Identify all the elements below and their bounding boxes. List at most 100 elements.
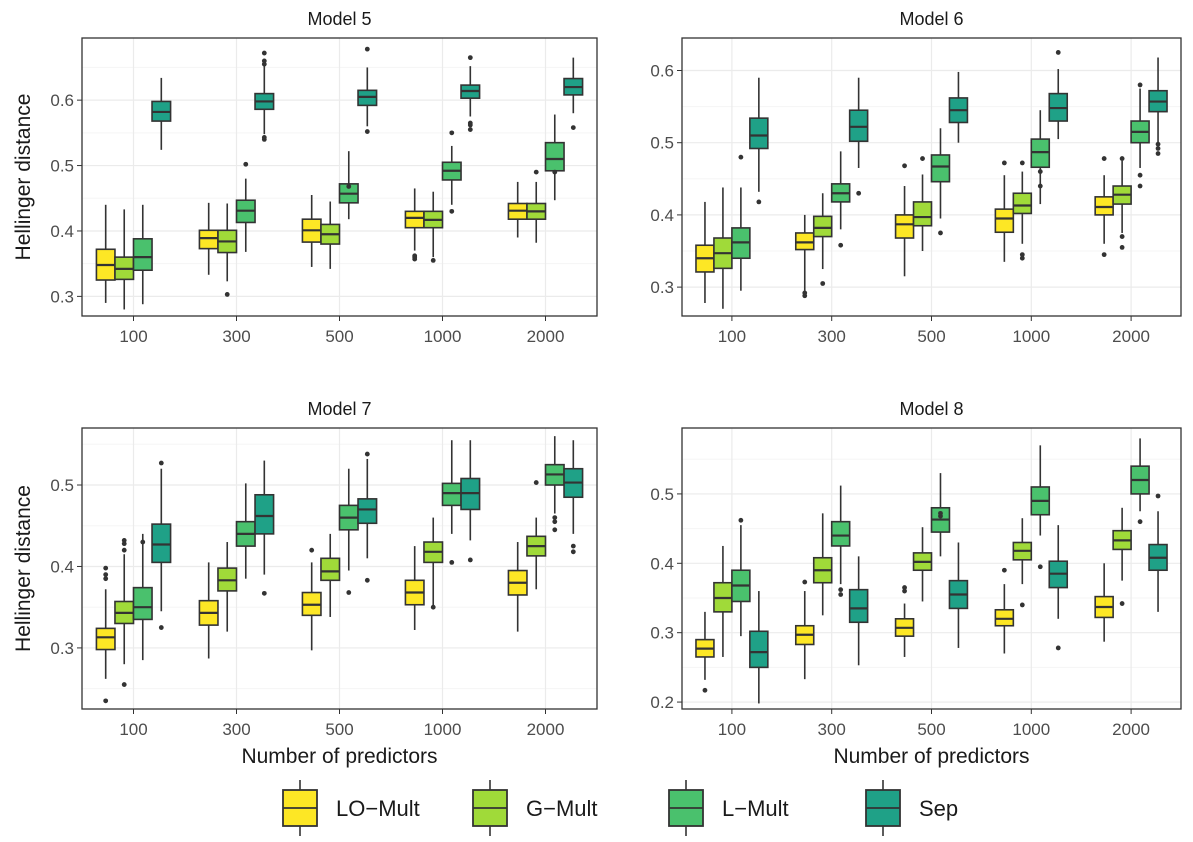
box-lo-mult bbox=[1094, 156, 1114, 258]
box-lo-mult bbox=[301, 547, 322, 651]
box-g-mult bbox=[1012, 518, 1033, 608]
box-g-mult bbox=[713, 187, 733, 309]
box-sep bbox=[948, 542, 969, 648]
box-sep bbox=[563, 57, 584, 131]
box-iqr bbox=[830, 520, 851, 547]
box-lo-mult bbox=[95, 565, 116, 704]
box-lo-mult bbox=[1094, 563, 1114, 642]
x-tick-label: 1000 bbox=[424, 327, 462, 346]
x-tick-label: 1000 bbox=[424, 720, 462, 739]
outlier-point bbox=[1137, 172, 1143, 178]
outlier-point bbox=[902, 588, 907, 594]
outlier-point bbox=[533, 480, 539, 485]
outlier-point bbox=[243, 161, 249, 167]
box-l-mult bbox=[544, 114, 565, 201]
box-lo-mult bbox=[95, 204, 116, 303]
panel-title: Model 7 bbox=[307, 399, 371, 419]
outlier-point bbox=[1019, 602, 1025, 608]
x-axis-label: Number of predictors bbox=[833, 745, 1029, 768]
outlier-point bbox=[1037, 183, 1043, 189]
outlier-point bbox=[467, 557, 473, 563]
outlier-point bbox=[121, 547, 127, 553]
outlier-point bbox=[1001, 567, 1007, 573]
box-iqr bbox=[749, 117, 769, 150]
box-sep bbox=[460, 440, 481, 563]
legend-item-lo-mult: LO−Mult bbox=[282, 780, 420, 836]
outlier-point bbox=[140, 539, 146, 545]
outlier-point bbox=[1137, 519, 1143, 525]
x-tick-label: 1000 bbox=[1012, 720, 1050, 739]
x-tick-label: 500 bbox=[917, 720, 945, 739]
panel-border bbox=[681, 427, 1182, 710]
y-tick-label: 0.6 bbox=[50, 91, 74, 110]
outlier-point bbox=[1019, 255, 1025, 261]
box-sep bbox=[848, 77, 869, 196]
outlier-point bbox=[364, 46, 370, 52]
outlier-point bbox=[552, 519, 558, 525]
outlier-point bbox=[121, 682, 127, 687]
box-iqr bbox=[848, 588, 869, 624]
x-tick-label: 300 bbox=[818, 327, 846, 346]
y-axis-label: Hellinger distance bbox=[12, 485, 35, 652]
y-tick-label: 0.4 bbox=[50, 222, 74, 241]
outlier-point bbox=[856, 190, 862, 196]
x-tick-label: 500 bbox=[325, 327, 353, 346]
outlier-point bbox=[1037, 564, 1043, 570]
box-lo-mult bbox=[404, 188, 425, 262]
x-tick-label: 300 bbox=[222, 720, 250, 739]
box-sep bbox=[460, 55, 481, 132]
x-tick-label: 2000 bbox=[1112, 327, 1150, 346]
box-sep bbox=[749, 77, 769, 205]
outlier-point bbox=[346, 590, 352, 595]
outlier-point bbox=[1119, 601, 1125, 606]
x-tick-label: 2000 bbox=[1112, 720, 1150, 739]
box-g-mult bbox=[713, 545, 733, 657]
box-iqr bbox=[254, 493, 275, 535]
outlier-point bbox=[702, 687, 708, 693]
box-l-mult bbox=[1030, 445, 1051, 570]
outlier-point bbox=[802, 290, 808, 296]
box-iqr bbox=[441, 482, 462, 507]
x-tick-label: 100 bbox=[718, 327, 746, 346]
box-lo-mult bbox=[507, 181, 528, 238]
box-sep bbox=[151, 460, 172, 630]
outlier-point bbox=[261, 135, 267, 140]
y-tick-label: 0.3 bbox=[650, 624, 674, 643]
box-l-mult bbox=[731, 154, 751, 291]
outlier-point bbox=[412, 253, 418, 259]
panel-title: Model 6 bbox=[899, 9, 963, 29]
outlier-point bbox=[1019, 160, 1025, 166]
box-sep bbox=[1148, 493, 1168, 612]
outlier-point bbox=[103, 698, 109, 704]
x-tick-label: 1000 bbox=[1012, 327, 1050, 346]
outlier-point bbox=[1119, 234, 1125, 239]
panel-title: Model 5 bbox=[307, 9, 371, 29]
x-tick-label: 100 bbox=[119, 720, 147, 739]
outlier-point bbox=[467, 120, 473, 126]
box-g-mult bbox=[423, 191, 444, 263]
x-tick-label: 2000 bbox=[527, 327, 565, 346]
box-lo-mult bbox=[994, 160, 1015, 262]
outlier-point bbox=[533, 169, 539, 175]
box-l-mult bbox=[235, 161, 256, 252]
x-tick-label: 300 bbox=[222, 327, 250, 346]
box-sep bbox=[357, 451, 378, 583]
box-l-mult bbox=[338, 468, 359, 595]
box-l-mult bbox=[1030, 110, 1051, 205]
box-g-mult bbox=[114, 209, 135, 310]
outlier-point bbox=[364, 129, 370, 134]
box-iqr bbox=[1012, 192, 1033, 215]
panel-1: 0.3 0.4 0.5 0.6 100 300 500 1000 2000 Model 5 Hell… bbox=[12, 9, 598, 346]
box-g-mult bbox=[217, 203, 238, 297]
box-lo-mult bbox=[198, 562, 219, 659]
box-lo-mult bbox=[994, 567, 1015, 654]
box-l-mult bbox=[930, 128, 951, 236]
y-tick-label: 0.2 bbox=[650, 693, 674, 712]
outlier-point bbox=[364, 451, 370, 457]
y-tick-label: 0.4 bbox=[650, 206, 674, 225]
box-iqr bbox=[198, 229, 219, 250]
outlier-point bbox=[902, 163, 907, 169]
legend: LO−Mult G−Mult L−Mult Sep bbox=[282, 780, 958, 836]
box-lo-mult bbox=[794, 214, 815, 299]
